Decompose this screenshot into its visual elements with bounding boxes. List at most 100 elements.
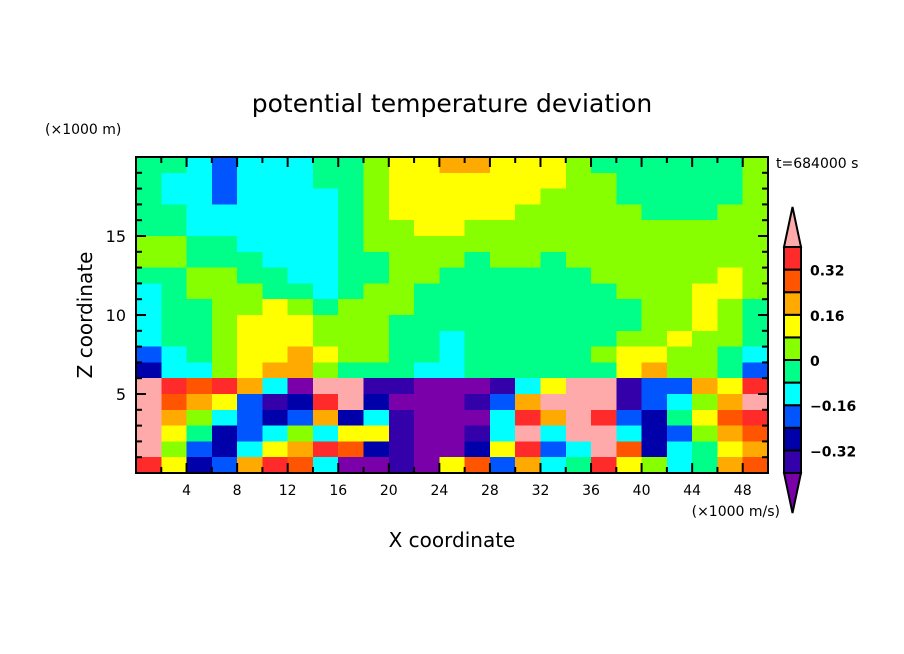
heatmap-cell — [363, 172, 390, 190]
heatmap-cell — [591, 441, 617, 458]
heatmap-cell — [717, 299, 744, 316]
heatmap-cell — [591, 409, 617, 427]
x-tick-label: 16 — [329, 483, 347, 499]
heatmap-cell — [262, 425, 289, 442]
heatmap-cell — [211, 157, 238, 174]
colorbar-box — [783, 449, 802, 474]
heatmap-cell — [591, 220, 617, 237]
colorbar-box — [783, 426, 802, 452]
heatmap-cell — [388, 315, 415, 332]
heatmap-cell — [742, 425, 769, 442]
heatmap-cell — [237, 441, 263, 458]
colorbar-box — [783, 404, 802, 429]
heatmap-cell — [414, 220, 440, 237]
heatmap-cell — [439, 236, 466, 253]
heatmap-cell — [515, 394, 541, 411]
heatmap-cell — [489, 441, 516, 458]
heatmap-cell — [515, 172, 541, 190]
heatmap-cell — [388, 362, 415, 379]
heatmap-cell — [237, 425, 263, 442]
heatmap-cell — [338, 157, 365, 174]
heatmap-cell — [136, 299, 162, 316]
heatmap-cell — [136, 330, 162, 348]
heatmap-cell — [540, 362, 567, 379]
heatmap-cell — [136, 425, 162, 442]
heatmap-cell — [565, 204, 592, 221]
heatmap-cell — [717, 409, 744, 427]
heatmap-cell — [414, 362, 440, 379]
heatmap-cell — [414, 188, 440, 205]
heatmap-cell — [692, 157, 718, 174]
heatmap-cell — [312, 172, 339, 190]
heatmap-cell — [414, 409, 440, 427]
heatmap-cell — [692, 251, 718, 269]
heatmap-cell — [641, 251, 668, 269]
heatmap-cell — [489, 425, 516, 442]
heatmap-cell — [237, 346, 263, 363]
heatmap-cell — [565, 172, 592, 190]
heatmap-cell — [540, 220, 567, 237]
heatmap-cell — [666, 283, 693, 300]
heatmap-cell — [439, 267, 466, 284]
heatmap-cell — [388, 172, 415, 190]
heatmap-cell — [338, 330, 365, 348]
heatmap-cell — [262, 330, 289, 348]
heatmap-cell — [742, 457, 769, 474]
heatmap-cell — [717, 346, 744, 363]
heatmap-cell — [464, 157, 491, 174]
heatmap-cell — [262, 315, 289, 332]
x-tick-label: 44 — [683, 483, 701, 499]
heatmap-cell — [414, 251, 440, 269]
heatmap-cell — [464, 441, 491, 458]
heatmap-cell — [363, 283, 390, 300]
heatmap-cell — [363, 157, 390, 174]
heatmap-cell — [338, 362, 365, 379]
heatmap-cell — [591, 425, 617, 442]
heatmap-cell — [186, 457, 213, 474]
heatmap-cell — [591, 362, 617, 379]
heatmap-cell — [565, 157, 592, 174]
heatmap-cell — [161, 441, 188, 458]
y-tick-labels: 5 10 15 — [106, 227, 126, 404]
colorbar-box — [783, 381, 802, 407]
heatmap-cell — [287, 251, 314, 269]
colorbar-label: −0.16 — [810, 399, 856, 415]
heatmap-cell — [363, 220, 390, 237]
colorbar-label: 0.16 — [810, 309, 845, 325]
heatmap-cell — [591, 457, 617, 474]
x-tick-label: 8 — [233, 483, 242, 499]
heatmap-cell — [161, 409, 188, 427]
heatmap-cell — [717, 378, 744, 395]
heatmap-cell — [717, 236, 744, 253]
heatmap-cell — [237, 378, 263, 395]
heatmap-cell — [489, 157, 516, 174]
heatmap-cell — [742, 157, 769, 174]
heatmap-cell — [717, 267, 744, 284]
heatmap-cell — [616, 315, 643, 332]
heatmap-cell — [338, 425, 365, 442]
heatmap-cell — [515, 299, 541, 316]
heatmap-cells — [136, 157, 769, 474]
colorbar-label: −0.32 — [810, 444, 856, 460]
heatmap-cell — [186, 441, 213, 458]
heatmap-cell — [489, 394, 516, 411]
heatmap-cell — [591, 394, 617, 411]
heatmap-cell — [161, 157, 188, 174]
heatmap-cell — [540, 172, 567, 190]
heatmap-cell — [262, 220, 289, 237]
heatmap-cell — [489, 267, 516, 284]
heatmap-cell — [211, 441, 238, 458]
heatmap-cell — [211, 315, 238, 332]
heatmap-cell — [666, 409, 693, 427]
chart-title: potential temperature deviation — [252, 89, 652, 118]
heatmap-cell — [237, 236, 263, 253]
heatmap-cell — [591, 172, 617, 190]
y-axis-label: Z coordinate — [73, 252, 97, 379]
heatmap-cell — [136, 378, 162, 395]
heatmap-cell — [692, 409, 718, 427]
heatmap-cell — [186, 188, 213, 205]
heatmap-cell — [692, 204, 718, 221]
heatmap-cell — [515, 251, 541, 269]
heatmap-cell — [565, 220, 592, 237]
heatmap-cell — [540, 425, 567, 442]
